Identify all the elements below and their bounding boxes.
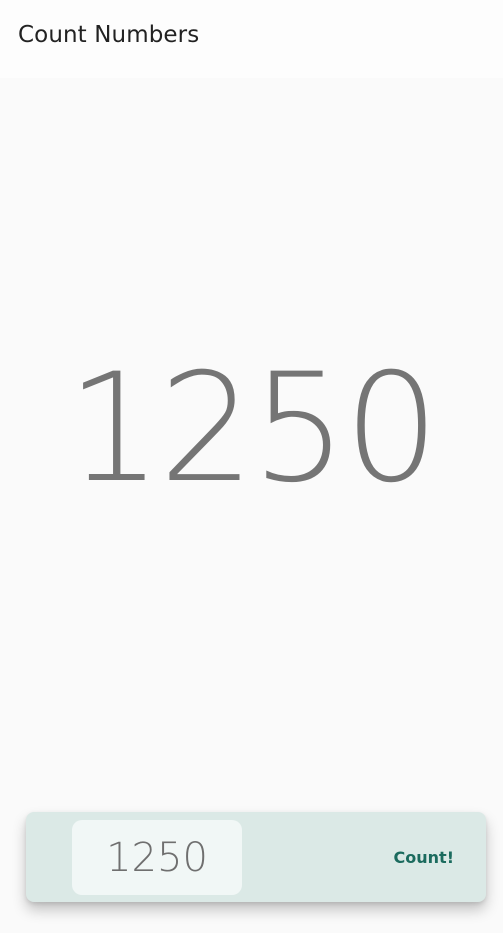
app-bar: Count Numbers [0,0,503,78]
count-input[interactable] [72,820,242,895]
app-title: Count Numbers [18,22,200,48]
bottom-input-bar: Count! [26,812,486,902]
count-button[interactable]: Count! [386,840,462,874]
count-display: 1250 [66,342,440,516]
